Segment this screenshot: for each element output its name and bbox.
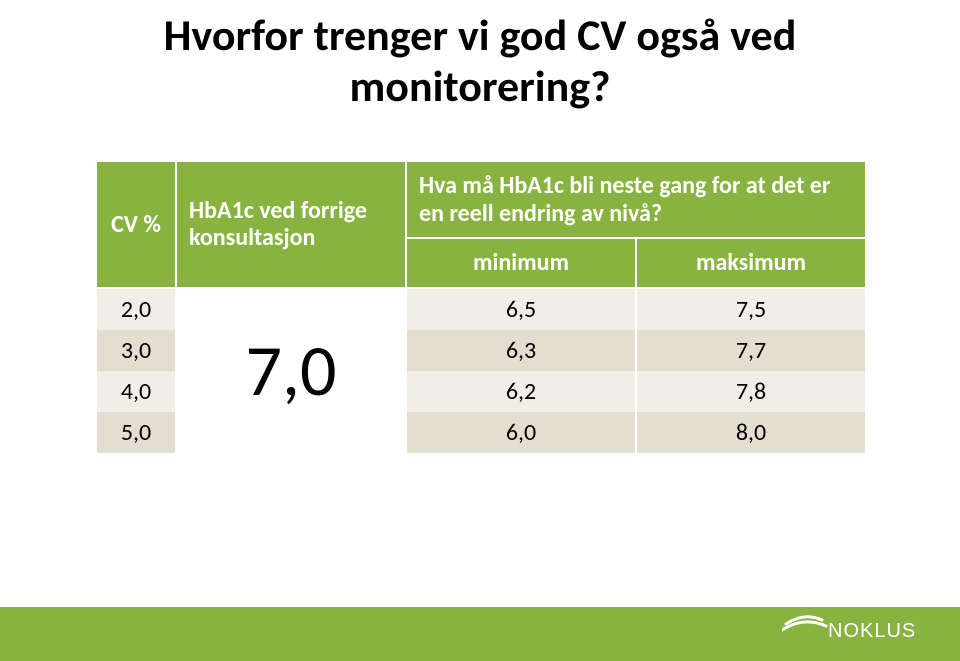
cell-cv: 5,0 bbox=[96, 412, 176, 453]
cell-cv: 3,0 bbox=[96, 330, 176, 371]
cell-max: 7,5 bbox=[636, 288, 866, 330]
noklus-logo: NOKLUS bbox=[782, 610, 932, 651]
data-table: CV % HbA1c ved forrige konsultasjon Hva … bbox=[95, 160, 865, 453]
cell-big-value: 7,0 bbox=[176, 288, 406, 453]
cell-cv: 4,0 bbox=[96, 371, 176, 412]
col-header-min: minimum bbox=[406, 238, 636, 288]
col-header-max: maksimum bbox=[636, 238, 866, 288]
logo-text: NOKLUS bbox=[828, 620, 916, 642]
cell-max: 8,0 bbox=[636, 412, 866, 453]
col-header-question: Hva må HbA1c bli neste gang for at det e… bbox=[406, 161, 866, 238]
cell-min: 6,0 bbox=[406, 412, 636, 453]
cell-cv: 2,0 bbox=[96, 288, 176, 330]
cell-min: 6,3 bbox=[406, 330, 636, 371]
cell-min: 6,2 bbox=[406, 371, 636, 412]
cell-min: 6,5 bbox=[406, 288, 636, 330]
col-header-prev: HbA1c ved forrige konsultasjon bbox=[176, 161, 406, 288]
cell-max: 7,7 bbox=[636, 330, 866, 371]
col-header-cv: CV % bbox=[96, 161, 176, 288]
slide-title: Hvorfor trenger vi god CV også ved monit… bbox=[40, 10, 920, 111]
cell-max: 7,8 bbox=[636, 371, 866, 412]
